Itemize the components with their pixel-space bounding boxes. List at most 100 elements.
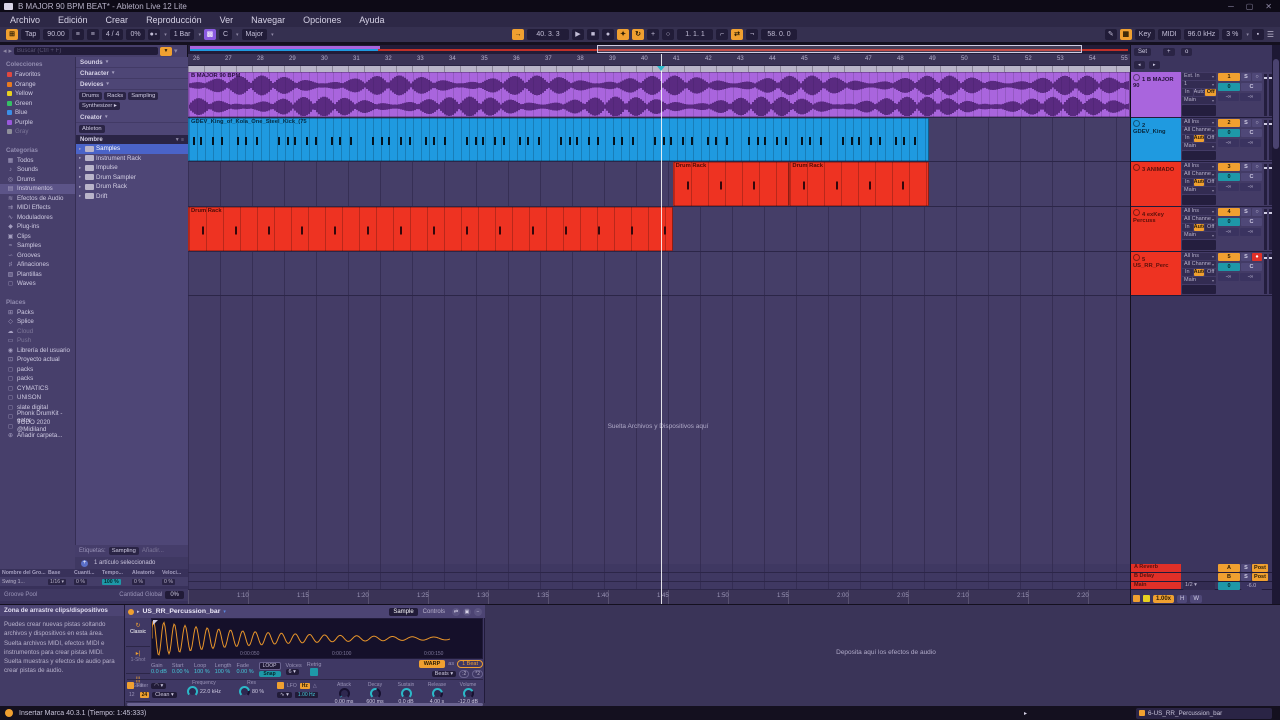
optimize-height-button[interactable]: H [1177,594,1188,603]
punch-out-button[interactable]: ¬ [746,29,758,40]
pencil-square-icon[interactable] [1143,595,1150,602]
track-header-5[interactable]: 5 US_RR_Perc All Ins▾All Channe▾InAutoOff… [1131,252,1273,296]
zoom-level[interactable]: 1.00x [1153,594,1175,603]
tab-controls[interactable]: Controls [422,608,445,615]
add-tag-button[interactable]: Añadir... [141,548,164,554]
arrangement-position-field[interactable]: 40. 3. 3 [527,29,569,40]
mode-1-shot[interactable]: ▸| 1-Shot [126,647,150,675]
category-grooves[interactable]: ∽ Grooves [0,251,75,261]
loop-toggle[interactable]: LOOP [258,661,281,670]
place-push[interactable]: ▭ Push [0,336,75,346]
maximize-icon[interactable]: ▢ [1245,1,1254,11]
fader-handle[interactable] [1269,212,1272,214]
groove-val[interactable]: 0 % [162,578,175,585]
place-splice[interactable]: ◇ Splice [0,317,75,327]
fader-handle[interactable] [1269,123,1272,125]
collection-yellow[interactable]: Yellow [0,89,75,99]
lock-icon[interactable]: o [1181,48,1193,56]
send-b[interactable]: -∞ [1240,183,1261,191]
stop-button[interactable]: ■ [587,29,599,40]
clip-b-major-90-bpm-0[interactable]: B MAJOR 90 BPM [188,72,1130,117]
param-fade[interactable]: Fade 0.00 % [236,663,253,675]
expand-icon[interactable]: ▸ [79,174,82,180]
category-clips[interactable]: ▣ Clips [0,232,75,242]
pan-center-button[interactable]: C [1241,218,1262,226]
results-header[interactable]: Nombre ▼ ≡ [76,135,188,144]
capture-midi-button[interactable]: + [647,29,659,40]
monitor-in[interactable]: In [1182,224,1193,231]
menu-opciones[interactable]: Opciones [303,14,342,25]
monitor-in[interactable]: In [1182,89,1193,96]
arrangement-overview[interactable] [188,45,1130,54]
fader-handle[interactable] [1269,257,1272,259]
monitor-auto[interactable]: Auto [1193,135,1205,142]
monitor-off[interactable]: Off [1205,224,1217,231]
scroll-left-icon[interactable]: ◂ [1134,61,1145,69]
link-icon[interactable]: ⊞ [6,29,18,40]
cue-out-menu[interactable]: 1/2 ▾ [1183,582,1215,590]
track-activator-button[interactable]: 1 [1218,73,1240,81]
return-activator-button[interactable]: A [1218,564,1240,572]
fader-strip[interactable] [1264,209,1267,250]
monitor-auto[interactable]: Auto [1193,269,1205,276]
category-afinaciones[interactable]: ♯ Afinaciones [0,260,75,270]
pan-dial[interactable]: 0 [1218,129,1240,137]
notification-icon[interactable] [5,709,13,717]
arm-button[interactable]: ○ [1252,163,1262,171]
send-b[interactable]: -∞ [1240,139,1261,147]
fader-strip[interactable] [1269,120,1272,160]
menu-ver[interactable]: Ver [219,14,234,25]
warp-half-button[interactable]: :2 [459,670,470,678]
filter-creator[interactable]: Creator ▾ [76,112,188,123]
lfo-rate-value[interactable]: 1.00 Hz [294,692,319,698]
snap-toggle[interactable]: Snap [258,670,281,677]
pan-dial[interactable]: 0 [1218,173,1240,181]
follow-square-icon[interactable] [1133,595,1140,602]
slope-24[interactable]: 24 [139,692,150,698]
fader-handle[interactable] [1264,167,1267,169]
optimize-width-button[interactable]: W [1190,594,1203,603]
pan-center-button[interactable]: C [1241,129,1262,137]
place-unison[interactable]: ◻ UNISON [0,393,75,403]
tap-tempo-button[interactable]: Tap [21,29,41,40]
param-length[interactable]: Length 100 % [215,663,232,675]
groove-val[interactable]: 0 % [132,578,145,585]
main-header[interactable]: Main 1/2 ▾ 0 -6.0 [1131,582,1273,590]
input-type-menu[interactable]: All Ins ▾ [1182,253,1216,260]
time-ruler[interactable]: 1:10 1:15 1:20 1:25 1:30 1:35 1:40 1:45 1:50 1:55… [188,590,1130,604]
warp-button[interactable]: WARP [418,660,446,668]
env-knob[interactable] [338,688,350,699]
monitor-off[interactable]: Off [1205,135,1217,142]
solo-button[interactable]: S [1241,564,1251,572]
category-sounds[interactable]: ♪ Sounds [0,165,75,175]
save-preset-icon[interactable]: ▣ [463,607,471,616]
post-button[interactable]: Post [1252,573,1268,581]
track-lane-2[interactable]: GDEV_King_of_Kola_One_Steel_Kick_(75 [188,118,1130,162]
tag-drums[interactable]: Drums [79,92,103,100]
return-header-b-delay[interactable]: B Delay B S Post [1131,573,1273,582]
fader-handle[interactable] [1269,77,1272,79]
output-menu[interactable]: Main ▾ [1182,232,1216,239]
category-instrumentos[interactable]: ▤ Instrumentos [0,184,75,194]
device-activator-icon[interactable] [128,608,134,615]
midi-map-button[interactable]: MIDI [1157,29,1181,40]
fold-circle-icon[interactable] [1133,74,1140,81]
category-moduladores[interactable]: ∿ Moduladores [0,213,75,223]
fader-strip[interactable] [1264,120,1267,160]
groove-val[interactable]: 0 % [74,578,87,585]
warp-mode-menu[interactable]: Beats ▾ [431,671,457,677]
track-header-3[interactable]: 3 ANIMADO All Ins▾All Channe▾InAutoOffMai… [1131,162,1273,207]
monitor-in[interactable]: In [1182,269,1193,276]
filter-sounds[interactable]: Sounds ▾ [76,57,188,68]
collection-gray[interactable]: Gray [0,127,75,137]
retrig-toggle[interactable] [310,668,319,676]
solo-button[interactable]: S [1241,119,1251,127]
frequency-knob[interactable] [187,686,198,697]
input-type-menu[interactable]: All Ins ▾ [1182,119,1216,126]
filter-toggle[interactable] [127,682,134,689]
search-input[interactable] [14,47,159,55]
expand-icon[interactable]: ▸ [79,183,82,189]
fold-circle-icon[interactable] [1133,164,1140,171]
output-menu[interactable]: Main ▾ [1182,187,1216,194]
place-packs[interactable]: ⊞ Packs [0,308,75,318]
